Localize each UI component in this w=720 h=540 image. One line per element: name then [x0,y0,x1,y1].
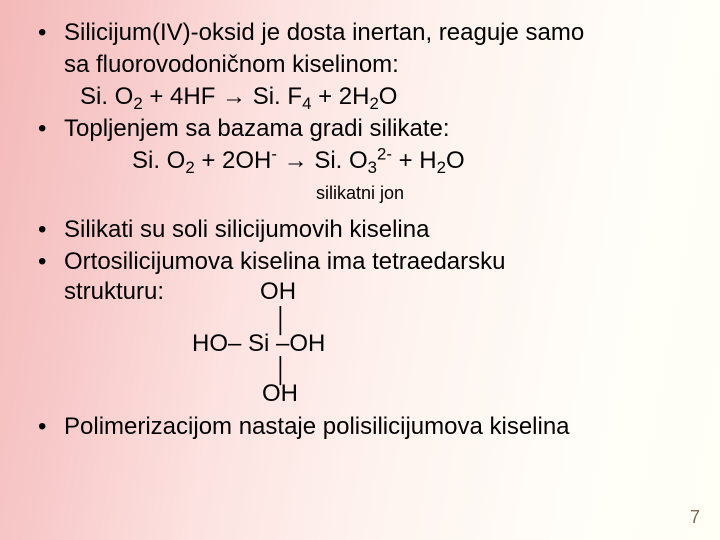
f1-part2: + 4HF → Si. F [143,83,302,110]
bullet-5: Polimerizacijom nastaje polisilicijumova… [24,412,696,442]
page-number: 7 [690,507,700,528]
bullet-4: Ortosilicijumova kiselina ima tetraedars… [24,247,696,277]
bullet-2: Topljenjem sa bazama gradi silikate: [24,114,696,144]
f1-sub1: 2 [133,94,142,113]
formula-2: Si. O2 + 2OH- → Si. O32- + H2O [24,146,696,176]
f2-part1: Si. O [132,147,185,174]
f2-part2: + 2OH [195,147,272,174]
bullet-1: Silicijum(IV)-oksid je dosta inertan, re… [24,18,696,48]
struct-vbar-top: │ [24,306,696,331]
bullet-4-line1: Ortosilicijumova kiselina ima tetraedars… [64,248,506,275]
f1-part4: O [379,83,398,110]
struct-mid: HO– Si –OH [24,331,696,356]
f1-part1: Si. O [80,83,133,110]
bullet-3: Silikati su soli silicijumovih kiselina [24,215,696,245]
f1-sub3: 2 [369,94,378,113]
f2-sub3: 2 [437,158,446,177]
formula-1: Si. O2 + 4HF → Si. F4 + 2H2O [24,82,696,112]
f2-part4: + H [392,147,437,174]
f1-part3: + 2H [311,83,369,110]
slide-content: Silicijum(IV)-oksid je dosta inertan, re… [0,0,720,442]
struct-vbar-bot: │ [24,356,696,381]
struct-oh-bot: OH [24,381,696,406]
bullet-1-line2: sa fluorovodoničnom kiselinom: [24,50,696,80]
f1-sub2: 4 [302,94,311,113]
f2-sub2: 3 [368,158,377,177]
f2-part5: O [446,147,465,174]
f2-sub1: 2 [185,158,194,177]
bullet-4-line2: strukturu: OH [24,279,696,304]
f2-part3: → Si. O [277,147,368,174]
bullet-4-line2-text: strukturu: [64,278,164,305]
struct-oh-top: OH [260,278,296,305]
center-label: silikatni jon [24,182,696,205]
bullet-1-line1: Silicijum(IV)-oksid je dosta inertan, re… [64,19,584,46]
vbar-top: │ [274,308,289,333]
f2-sup2: 2- [377,145,392,164]
vbar-bot: │ [274,358,289,383]
